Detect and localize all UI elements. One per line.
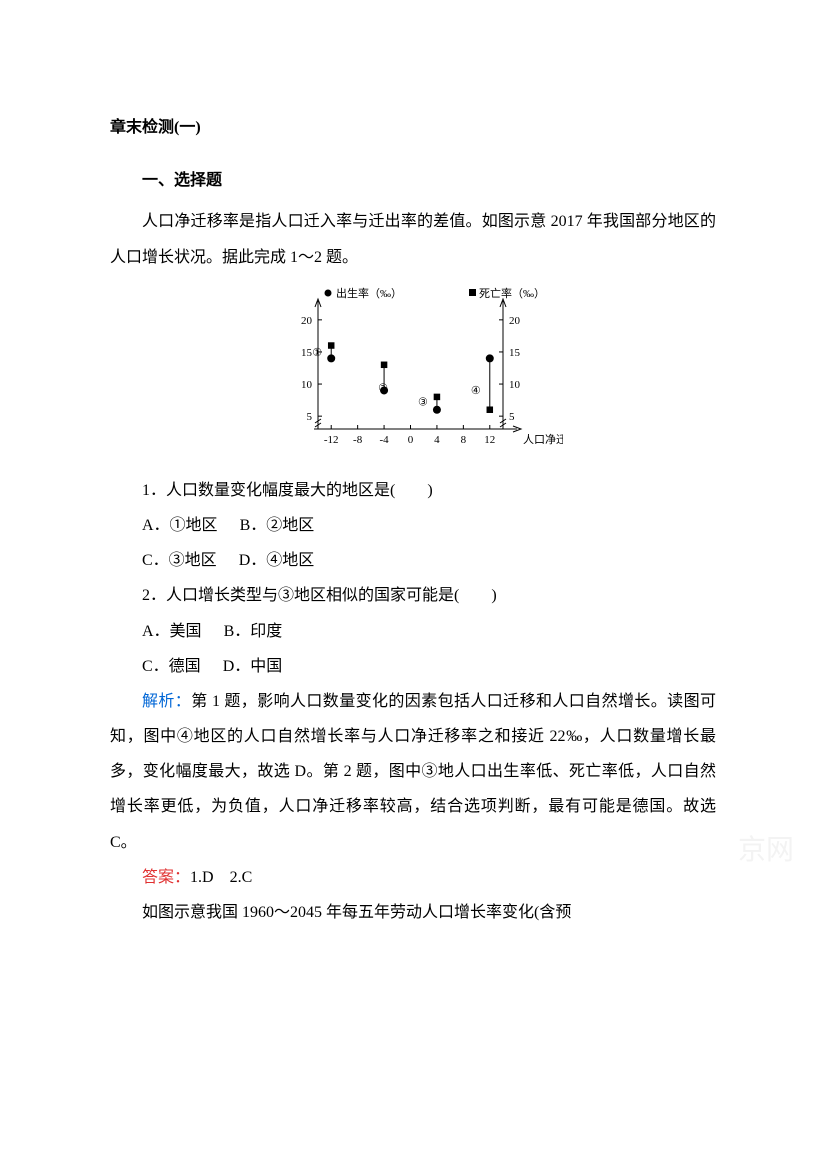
q2-option-b: B．印度 — [224, 623, 283, 640]
svg-text:20: 20 — [509, 315, 521, 327]
answer-paragraph: 答案：1.D 2.C — [110, 860, 716, 895]
q1-option-a: A．①地区 — [142, 517, 218, 534]
q1-option-d: D．④地区 — [239, 552, 315, 569]
svg-text:-12: -12 — [324, 434, 339, 446]
analysis-text: 第 1 题，影响人口数量变化的因素包括人口迁移和人口自然增长。读图可知，图中④地… — [110, 693, 716, 851]
question-2-stem: 2．人口增长类型与③地区相似的国家可能是( ) — [110, 578, 716, 613]
watermark: 京网 — [738, 820, 794, 882]
q2-option-c: C．德国 — [142, 658, 201, 675]
svg-text:人口净迁移率（‰）: 人口净迁移率（‰） — [523, 432, 563, 446]
svg-text:10: 10 — [301, 379, 313, 391]
svg-text:12: 12 — [484, 434, 495, 446]
svg-text:5: 5 — [509, 411, 515, 423]
svg-text:8: 8 — [461, 434, 467, 446]
q2-option-a: A．美国 — [142, 623, 202, 640]
question-1-options-ab: A．①地区 B．②地区 — [110, 508, 716, 543]
next-intro-paragraph: 如图示意我国 1960～2045 年每五年劳动人口增长率变化(含预 — [110, 895, 716, 930]
svg-text:死亡率（‰）: 死亡率（‰） — [479, 286, 545, 300]
svg-text:①: ① — [312, 347, 322, 359]
question-2-options-ab: A．美国 B．印度 — [110, 614, 716, 649]
svg-text:10: 10 — [509, 379, 521, 391]
intro-paragraph: 人口净迁移率是指人口迁入率与迁出率的差值。如图示意 2017 年我国部分地区的人… — [110, 204, 716, 274]
answer-text: 1.D 2.C — [190, 869, 252, 886]
q1-option-b: B．②地区 — [240, 517, 315, 534]
svg-text:4: 4 — [434, 434, 440, 446]
svg-text:出生率（‰）: 出生率（‰） — [336, 286, 402, 300]
section-heading: 一、选择题 — [110, 163, 716, 198]
answer-label: 答案： — [142, 869, 190, 886]
question-2-options-cd: C．德国 D．中国 — [110, 649, 716, 684]
svg-text:20: 20 — [301, 315, 313, 327]
analysis-paragraph: 解析：第 1 题，影响人口数量变化的因素包括人口迁移和人口自然增长。读图可知，图… — [110, 684, 716, 860]
svg-text:15: 15 — [509, 347, 521, 359]
population-chart: 5 10 15 20 5 10 15 20 -12 -8 -4 0 4 8 12 出生率（‰） 死亡率（‰） 人口… — [110, 279, 716, 469]
page-title: 章末检测(一) — [110, 110, 716, 145]
svg-text:④: ④ — [471, 385, 481, 397]
q1-option-c: C．③地区 — [142, 552, 217, 569]
question-1-stem: 1．人口数量变化幅度最大的地区是( ) — [110, 473, 716, 508]
svg-text:-4: -4 — [379, 434, 389, 446]
analysis-label: 解析： — [142, 693, 191, 710]
q2-option-d: D．中国 — [223, 658, 283, 675]
question-1-options-cd: C．③地区 D．④地区 — [110, 543, 716, 578]
svg-text:0: 0 — [408, 434, 414, 446]
svg-text:15: 15 — [301, 347, 313, 359]
svg-text:③: ③ — [418, 396, 428, 408]
svg-text:-8: -8 — [353, 434, 363, 446]
svg-text:②: ② — [378, 382, 388, 394]
svg-text:5: 5 — [307, 411, 313, 423]
